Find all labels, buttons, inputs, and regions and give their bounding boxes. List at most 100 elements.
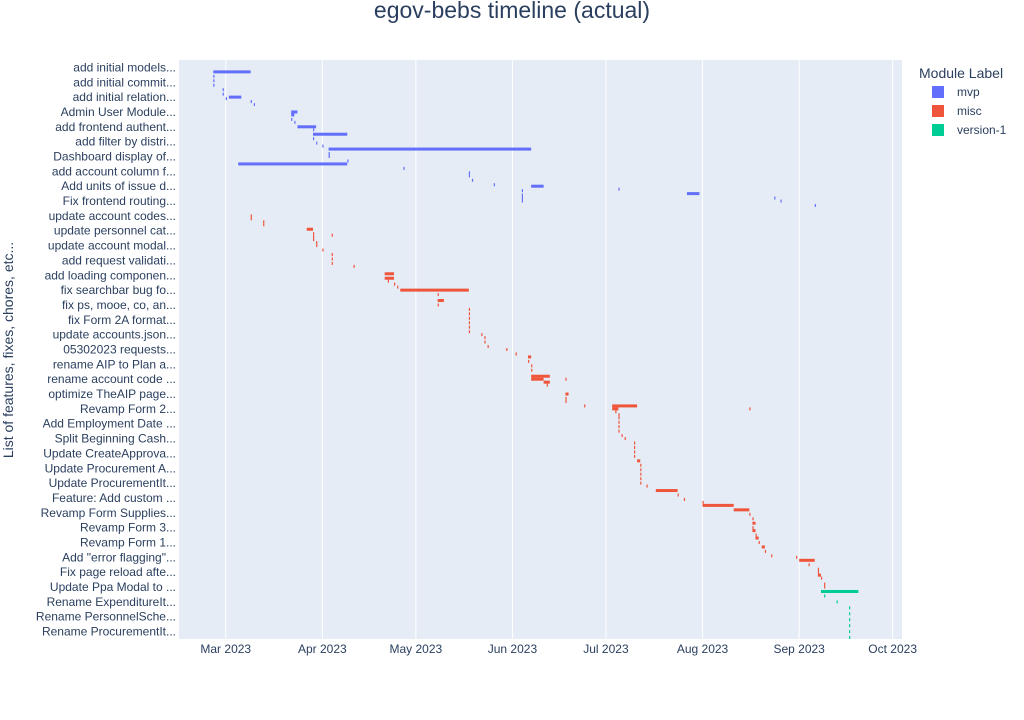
task-bar: [799, 558, 815, 562]
task-bar: [749, 407, 751, 411]
task-bar: [761, 545, 765, 549]
task-bar: [528, 355, 532, 359]
task-bar: [297, 125, 317, 129]
task-bar: [820, 576, 823, 580]
y-tick-label: Update Ppa Modal to ...: [50, 580, 176, 594]
y-tick-label: Dashboard display of...: [53, 150, 176, 164]
x-gridlines: [225, 60, 894, 639]
y-tick-label: update personnel cat...: [54, 224, 176, 238]
task-bar: [291, 113, 295, 117]
y-tick-label: Admin User Module...: [61, 105, 176, 119]
task-bar: [646, 484, 648, 488]
task-bar: [824, 594, 826, 598]
task-bar: [618, 425, 620, 429]
y-tick-label: Fix page reload afte...: [60, 565, 176, 579]
task-bar: [468, 312, 471, 316]
task-bar: [263, 220, 265, 224]
y-tick-label: Revamp Form Supplies...: [41, 506, 176, 520]
y-tick-label: Update ProcurementIt...: [49, 476, 176, 490]
task-bar: [316, 241, 318, 245]
task-bar: [291, 117, 293, 121]
y-tick-label: Fix frontend routing...: [63, 194, 176, 208]
task-bar: [849, 606, 851, 610]
y-tick-label: fix Form 2A format...: [68, 313, 176, 327]
task-bar: [493, 183, 495, 187]
y-tick-label: Feature: Add custom ...: [52, 491, 176, 505]
y-tick-label: optimize TheAIP page...: [48, 387, 176, 401]
y-tick-label: add account column f...: [52, 164, 176, 178]
task-bar: [565, 396, 567, 400]
task-bar: [849, 630, 851, 634]
task-bar: [774, 196, 776, 200]
task-bar: [387, 279, 389, 283]
y-tick-label: add loading componen...: [45, 268, 176, 282]
task-bar: [702, 500, 704, 504]
task-bar: [313, 132, 348, 136]
task-bar: [313, 128, 315, 132]
task-bar: [755, 533, 757, 537]
task-bar: [618, 429, 620, 433]
y-tick-label: Add "error flagging"...: [62, 550, 176, 564]
task-bar: [384, 272, 395, 276]
task-bar: [225, 97, 227, 101]
task-bar: [655, 489, 678, 493]
task-bar: [686, 192, 700, 196]
task-bar: [468, 174, 471, 178]
x-tick-label: Apr 2023: [298, 642, 347, 656]
y-axis-title: List of features, fixes, chores, etc...: [0, 242, 16, 458]
task-bar: [640, 472, 642, 476]
y-tick-label: add request validati...: [62, 253, 176, 267]
y-tick-label: rename AIP to Plan a...: [53, 357, 176, 371]
legend-label: version-1: [957, 123, 1007, 137]
task-bar: [531, 374, 550, 378]
x-tick-label: Sep 2023: [773, 642, 825, 656]
task-bar: [780, 199, 782, 203]
y-tick-label: fix searchbar bug fo...: [61, 283, 176, 297]
task-bar: [633, 450, 636, 454]
y-tick-label: rename account code ...: [47, 372, 176, 386]
task-bar: [294, 120, 296, 124]
task-bar: [849, 624, 851, 628]
task-bar: [612, 407, 619, 411]
task-bar: [565, 399, 567, 403]
task-bar: [796, 555, 798, 559]
task-bar: [313, 235, 315, 239]
task-bar: [618, 413, 620, 417]
task-bar: [565, 377, 567, 381]
task-bar: [531, 364, 533, 368]
task-bar: [313, 238, 315, 242]
task-bar: [615, 410, 617, 414]
task-bar: [313, 137, 315, 141]
task-bar: [353, 264, 355, 268]
task-bar: [328, 155, 330, 158]
task-bar: [484, 336, 486, 340]
task-bar: [817, 570, 820, 574]
y-tick-label: Add Employment Date ...: [43, 417, 176, 431]
x-tick-label: Jul 2023: [583, 642, 629, 656]
y-tick-label: Revamp Form 3...: [80, 521, 176, 535]
task-bar: [213, 70, 251, 74]
y-tick-label: fix ps, mooe, co, an...: [62, 298, 176, 312]
task-bar: [808, 563, 810, 567]
task-bar: [528, 359, 530, 363]
legend-swatch: [932, 105, 944, 117]
task-bar: [749, 512, 751, 516]
task-bar: [640, 481, 642, 485]
y-tick-label: Rename PersonnelSche...: [36, 610, 176, 624]
task-bar: [677, 493, 679, 497]
task-bar: [758, 541, 760, 544]
task-bar: [521, 199, 524, 203]
task-bar: [702, 503, 734, 507]
task-bar: [481, 333, 483, 337]
task-bar: [437, 303, 439, 307]
task-bar: [640, 468, 642, 472]
task-bar: [468, 325, 471, 329]
y-tick-label: 05302023 requests...: [63, 343, 176, 357]
task-bar: [849, 636, 851, 640]
task-bar: [531, 368, 533, 372]
x-tick-label: May 2023: [389, 642, 442, 656]
task-bar: [640, 463, 642, 467]
y-tick-label: update account codes...: [49, 209, 176, 223]
task-bar: [322, 144, 324, 148]
plot-area: [179, 60, 902, 639]
